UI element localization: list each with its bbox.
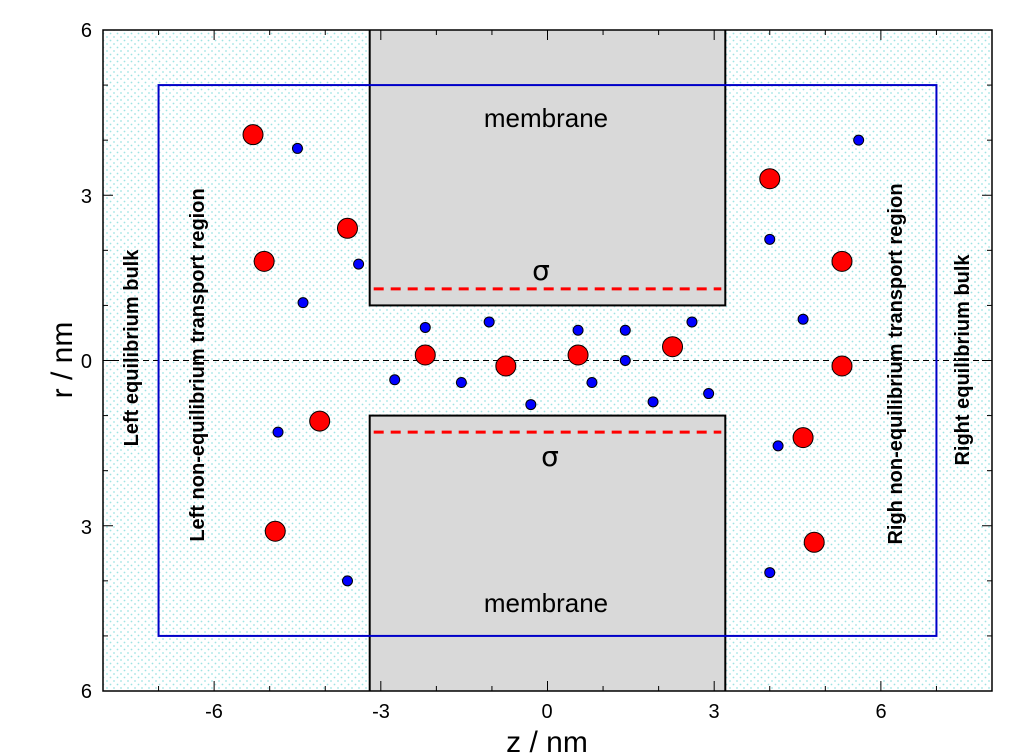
- small-ion: [483, 316, 495, 328]
- small-ion: [619, 355, 631, 366]
- ions: [242, 124, 865, 587]
- small-ion: [389, 374, 401, 386]
- x-axis-title: z / nm: [506, 726, 588, 755]
- x-tick-label: -3: [372, 701, 390, 723]
- small-ion: [291, 142, 303, 154]
- small-ion: [419, 321, 431, 333]
- large-ion: [662, 336, 684, 358]
- x-tick-label: 0: [541, 701, 552, 723]
- small-ion: [853, 134, 865, 146]
- large-ion: [264, 520, 286, 542]
- small-ion: [572, 324, 584, 336]
- large-ion: [495, 355, 517, 377]
- y-axis-title: r / nm: [46, 322, 79, 399]
- small-ion: [353, 258, 365, 270]
- sigma-label-top: σ: [532, 254, 550, 287]
- y-tick-label: 6: [81, 20, 92, 42]
- y-tick-label: 0: [81, 351, 92, 373]
- x-tick-label: 3: [708, 701, 719, 723]
- x-tick-label: 6: [875, 701, 886, 723]
- left-transport-label: Left non-equilibrium transport region: [187, 188, 209, 541]
- axis-ticks: [103, 29, 992, 692]
- x-tick-label: -6: [205, 701, 223, 723]
- small-ion: [797, 313, 809, 325]
- large-ion: [242, 124, 264, 146]
- small-ion: [455, 377, 467, 389]
- membrane-label-top: membrane: [484, 103, 608, 133]
- membrane-label-bottom: membrane: [484, 588, 608, 618]
- small-ion: [772, 440, 784, 452]
- large-ion: [567, 344, 589, 366]
- small-ion: [586, 377, 598, 389]
- large-ion: [759, 168, 781, 190]
- membrane-bottom: [368, 414, 727, 691]
- y-tick-label: 6: [81, 681, 92, 703]
- left-bulk-label: Left equilibrium bulk: [121, 249, 143, 447]
- transport-region-box: [157, 84, 938, 637]
- right-bulk-label: Right equilibrium bulk: [952, 254, 974, 466]
- right-transport-label: Righ non-equilibrium transport region: [885, 183, 907, 544]
- small-ion: [647, 396, 659, 408]
- sigma-label-bottom: σ: [541, 440, 559, 473]
- large-ion: [792, 427, 814, 449]
- large-ion: [831, 250, 853, 272]
- small-ion: [619, 324, 631, 336]
- large-ion: [803, 531, 825, 553]
- membrane-top: [368, 30, 727, 307]
- small-ion: [341, 575, 353, 587]
- small-ion: [764, 567, 776, 579]
- small-ion: [297, 297, 309, 309]
- small-ion: [686, 316, 698, 328]
- small-ion: [272, 426, 284, 438]
- y-tick-label: 3: [81, 517, 92, 539]
- y-tick-label: 3: [81, 186, 92, 208]
- large-ion: [831, 355, 853, 377]
- small-ion: [703, 388, 715, 400]
- large-ion: [336, 217, 358, 239]
- small-ion: [764, 233, 776, 245]
- small-ion: [525, 399, 537, 411]
- large-ion: [253, 250, 275, 272]
- large-ion: [309, 410, 331, 432]
- large-ion: [414, 344, 436, 366]
